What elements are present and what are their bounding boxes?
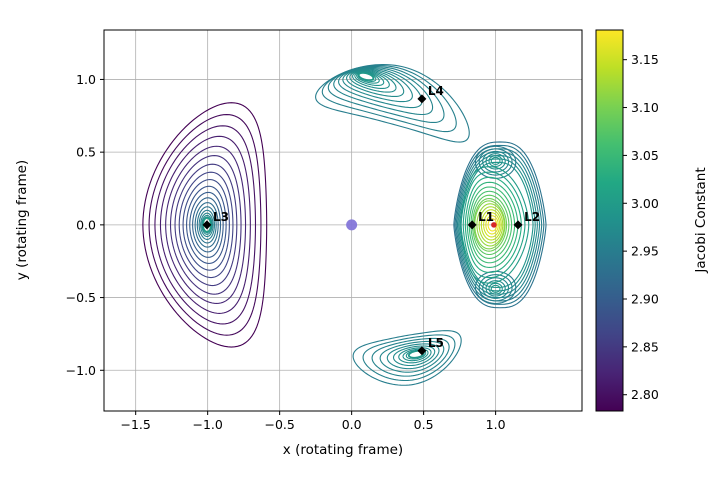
- x-axis-label: x (rotating frame): [282, 442, 404, 458]
- contours-L1L2-lower-rings: [474, 270, 517, 304]
- marker-L5: [417, 346, 427, 356]
- x-tick-label: 1.0: [486, 417, 506, 432]
- label-L1: L1: [478, 210, 494, 224]
- label-L2: L2: [524, 210, 540, 224]
- colorbar-ticks: 2.80 2.85 2.90 2.95 3.00 3.05 3.10 3.15: [623, 52, 659, 402]
- contours-L4: [315, 63, 470, 143]
- colorbar-tick-label: 2.85: [631, 339, 659, 354]
- contours-L1L2-outer: [453, 141, 547, 309]
- colorbar-tick-label: 3.10: [631, 100, 659, 115]
- colorbar-tick-label: 2.80: [631, 387, 659, 402]
- colorbar-tick-label: 2.95: [631, 244, 659, 259]
- colorbar-gradient: [596, 30, 623, 411]
- colorbar-tick-label: 3.00: [631, 196, 659, 211]
- marker-L3: [202, 220, 212, 230]
- marker-L4: [417, 94, 427, 104]
- tick-labels: −1.5 −1.0 −0.5 0.0 0.5 1.0 −1.0 −0.5 0.0 0.5 1.0: [66, 72, 506, 432]
- x-tick-label: −0.5: [264, 417, 294, 432]
- marker-L1: [467, 220, 477, 230]
- primary-body: [346, 219, 358, 231]
- y-tick-label: 0.5: [76, 145, 96, 160]
- label-L5: L5: [428, 336, 444, 350]
- y-tick-label: 1.0: [76, 72, 96, 87]
- label-L4: L4: [428, 84, 444, 98]
- axes-spine: [103, 29, 583, 412]
- colorbar-outline: [595, 29, 624, 412]
- secondary-body: [491, 222, 497, 228]
- marker-L2: [513, 220, 523, 230]
- x-tick-label: 0.5: [414, 417, 434, 432]
- colorbar-tick-label: 3.05: [631, 148, 659, 163]
- y-tick-label: −1.0: [66, 363, 96, 378]
- x-tick-label: −1.5: [120, 417, 150, 432]
- x-tick-label: 0.0: [342, 417, 362, 432]
- y-tick-label: −0.5: [66, 290, 96, 305]
- contours-L5: [352, 330, 462, 386]
- colorbar-label: Jacobi Constant: [693, 167, 709, 273]
- x-tick-label: −1.0: [192, 417, 222, 432]
- y-axis-label: y (rotating frame): [14, 159, 30, 281]
- y-tick-label: 0.0: [76, 217, 96, 232]
- label-L3: L3: [213, 210, 229, 224]
- lagrange-points: L1 L2 L3 L4 L5: [202, 84, 540, 356]
- bodies: [346, 219, 497, 231]
- contours-L3: [142, 102, 268, 348]
- colorbar-tick-label: 3.15: [631, 52, 659, 67]
- contours-L1L2-inner: [476, 203, 505, 247]
- tick-marks: [100, 78, 497, 415]
- colorbar-tick-label: 2.90: [631, 291, 659, 306]
